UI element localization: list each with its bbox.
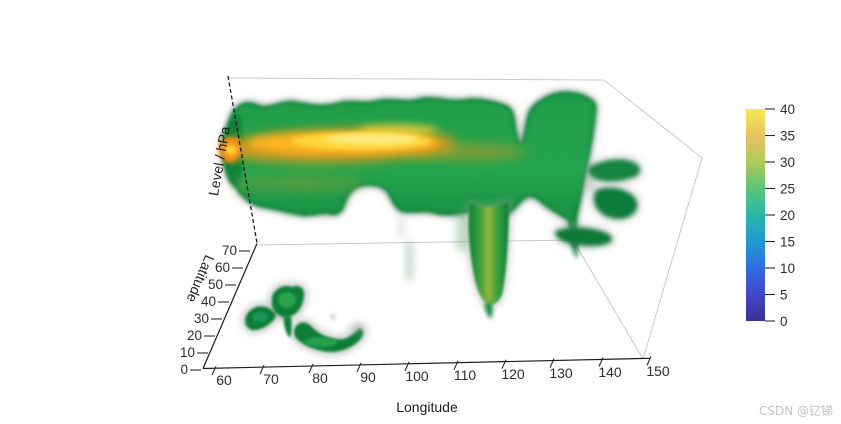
colorbar-ticks bbox=[765, 108, 775, 322]
y-tick-label: 50 bbox=[208, 277, 223, 292]
colorbar-tick-label: 10 bbox=[780, 261, 795, 276]
x-tick-label: 90 bbox=[360, 369, 376, 385]
y-axis: 0 10 20 30 40 50 60 70 Latitude bbox=[180, 243, 258, 377]
x-axis-ticks bbox=[211, 356, 652, 376]
y-tick-label: 20 bbox=[187, 328, 202, 343]
x-tick-label: 140 bbox=[598, 364, 622, 380]
colorbar-tick-label: 0 bbox=[780, 314, 788, 329]
colorbar-gradient bbox=[746, 109, 765, 321]
colorbar-tick-label: 15 bbox=[780, 235, 795, 250]
colorbar-tick-labels: 40 35 30 25 20 15 10 5 0 bbox=[780, 102, 795, 329]
x-tick-label: 80 bbox=[312, 370, 328, 386]
volume-right-patches bbox=[585, 160, 640, 219]
y-axis-tick-labels: 0 10 20 30 40 50 60 70 bbox=[180, 243, 237, 377]
y-axis-line bbox=[202, 243, 258, 369]
x-axis: 60 70 80 90 100 110 120 130 140 150 Long… bbox=[202, 356, 670, 415]
x-tick-label: 110 bbox=[454, 367, 477, 383]
y-tick-label: 60 bbox=[215, 260, 230, 275]
box-front-right-vertical bbox=[642, 157, 703, 360]
x-tick-label: 100 bbox=[405, 368, 429, 384]
volume-main-slab bbox=[215, 85, 610, 260]
y-tick-label: 70 bbox=[222, 243, 237, 258]
volume-high-value-band bbox=[219, 124, 526, 189]
y-tick-label: 10 bbox=[180, 345, 195, 360]
box-top-right-edge bbox=[603, 79, 703, 159]
watermark-text: CSDN @钇锑 bbox=[759, 404, 833, 418]
box-top-back-edge bbox=[228, 77, 605, 81]
colorbar-tick-label: 25 bbox=[780, 182, 795, 197]
x-tick-label: 130 bbox=[549, 365, 573, 381]
colorbar-tick-label: 30 bbox=[780, 155, 795, 170]
x-tick-label: 60 bbox=[216, 372, 232, 388]
volume-floor-blob-right bbox=[555, 228, 611, 259]
x-axis-label: Longitude bbox=[396, 399, 458, 415]
x-axis-tick-labels: 60 70 80 90 100 110 120 130 140 150 bbox=[216, 363, 670, 388]
y-tick-label: 40 bbox=[201, 294, 216, 309]
volume-floor-islands bbox=[245, 286, 365, 352]
volume-rendering bbox=[215, 85, 640, 352]
colorbar-tick-label: 40 bbox=[780, 102, 795, 117]
colorbar: 40 35 30 25 20 15 10 5 0 bbox=[746, 102, 795, 329]
y-tick-label: 30 bbox=[194, 311, 209, 326]
x-tick-label: 150 bbox=[646, 363, 670, 379]
volume-wisps bbox=[330, 214, 413, 320]
colorbar-tick-label: 5 bbox=[780, 288, 788, 303]
colorbar-tick-label: 35 bbox=[780, 129, 795, 144]
x-tick-label: 70 bbox=[263, 371, 279, 387]
box-back-bottom-edge bbox=[257, 239, 574, 246]
y-axis-ticks bbox=[190, 250, 250, 371]
x-tick-label: 120 bbox=[501, 366, 525, 382]
y-tick-label: 0 bbox=[180, 362, 188, 377]
box-bottom-right-edge bbox=[572, 239, 644, 360]
colorbar-tick-label: 20 bbox=[780, 208, 795, 223]
x-axis-line bbox=[202, 357, 651, 370]
volume-descending-column bbox=[456, 202, 509, 319]
z-axis-line bbox=[227, 75, 258, 244]
box-frame bbox=[228, 77, 703, 360]
